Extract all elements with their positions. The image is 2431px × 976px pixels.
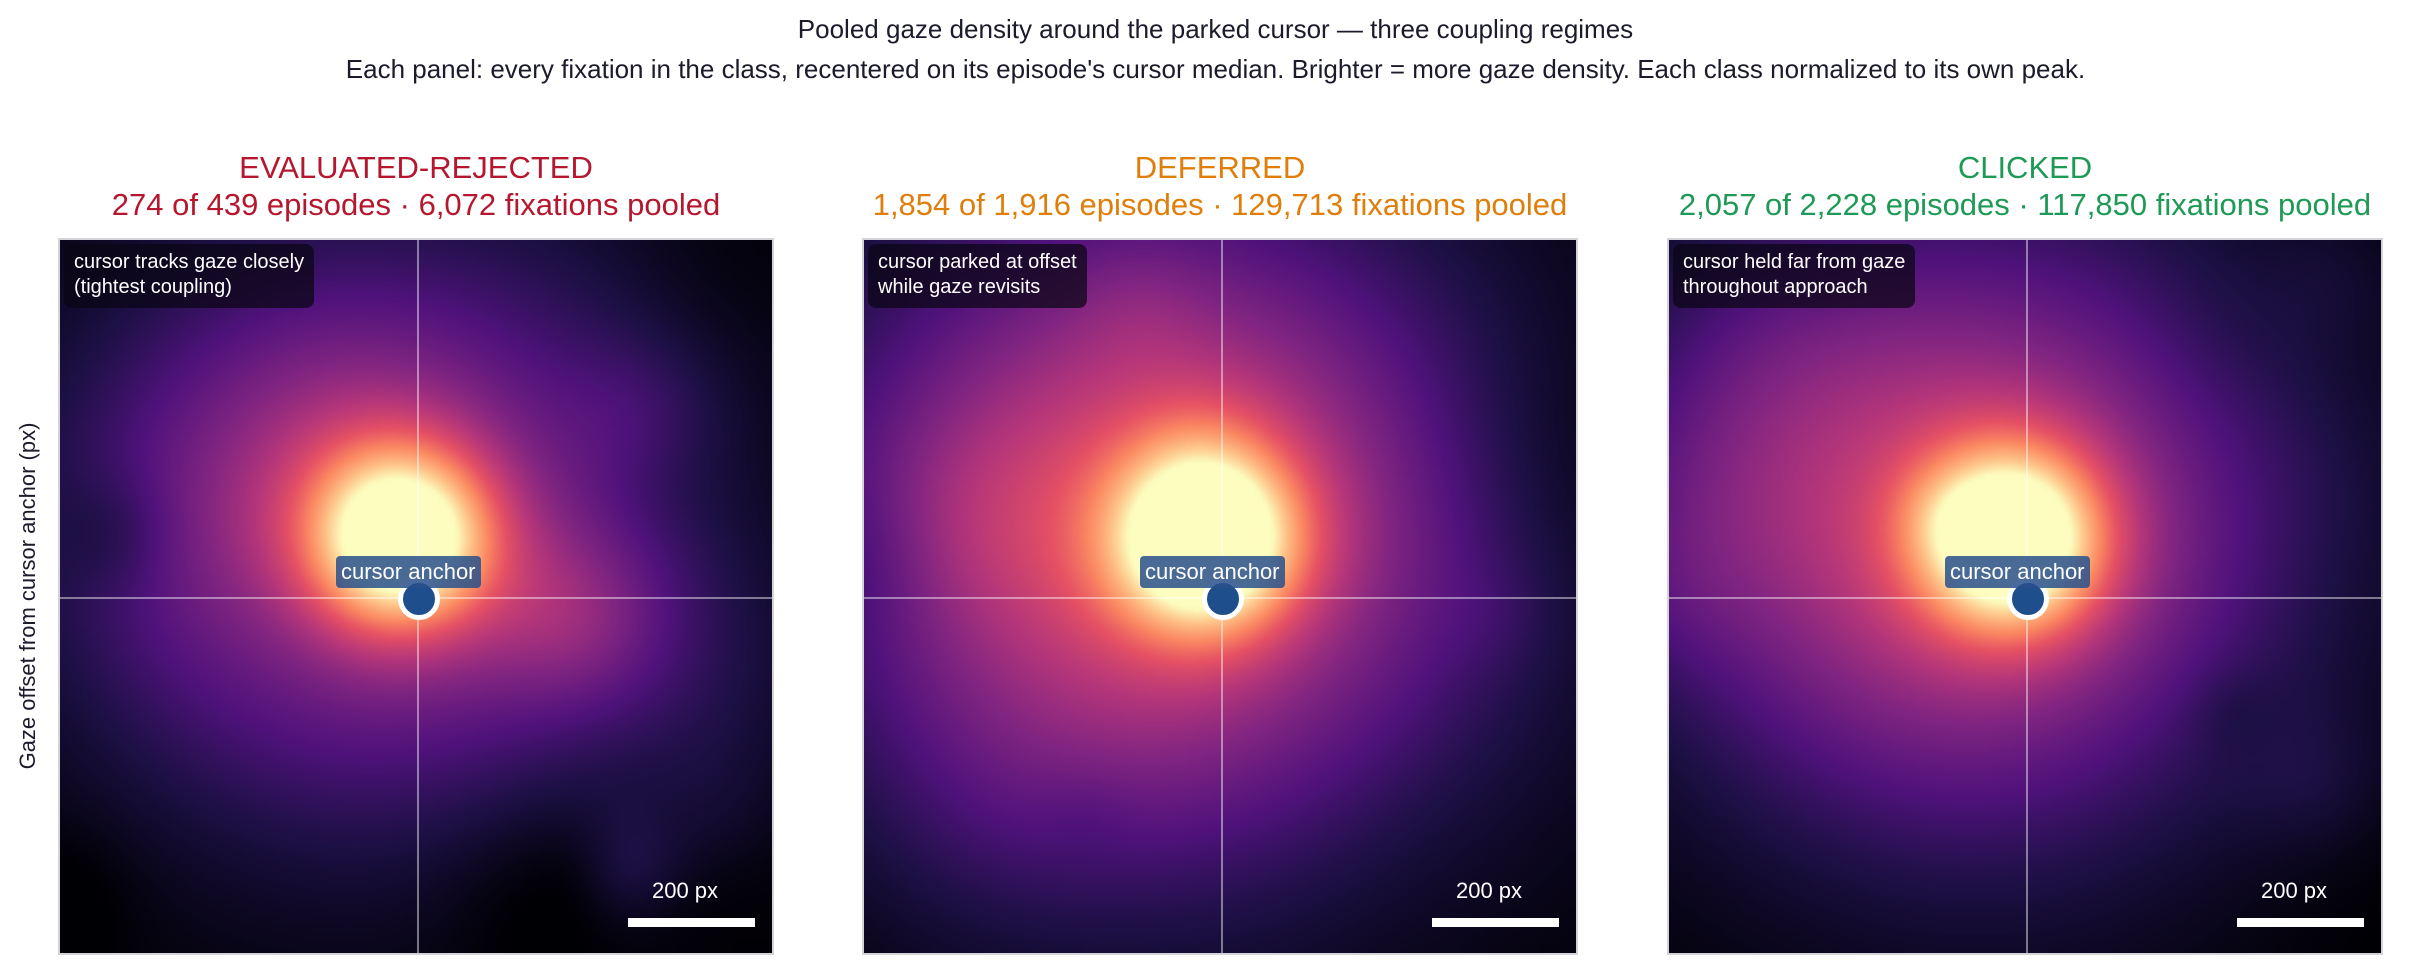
panel-annotation: cursor parked at offset while gaze revis… (868, 244, 1087, 308)
scale-bar (628, 918, 755, 927)
panel-title: EVALUATED-REJECTED (239, 150, 593, 185)
panel-title: CLICKED (1957, 150, 2093, 185)
scale-bar-label: 200 px (651, 878, 719, 903)
scale-bar-label: 200 px (1455, 878, 1523, 903)
scale-bar (1432, 918, 1559, 927)
panel-subtitle: 2,057 of 2,228 episodes · 117,850 fixati… (1678, 187, 2372, 222)
panel-subtitle: 1,854 of 1,916 episodes · 129,713 fixati… (872, 187, 1568, 222)
cursor-anchor-label: cursor anchor (336, 556, 481, 588)
scale-bar-label: 200 px (2260, 878, 2328, 903)
panel-title: DEFERRED (1134, 150, 1306, 185)
panel-subtitle: 274 of 439 episodes · 6,072 fixations po… (111, 187, 721, 222)
scale-bar (2237, 918, 2364, 927)
heatmap-panel: cursor parked at offset while gaze revis… (862, 238, 1578, 955)
cursor-anchor-label: cursor anchor (1945, 556, 2090, 588)
figure-subtitle: Each panel: every fixation in the class,… (345, 54, 2086, 84)
cursor-anchor-label: cursor anchor (1140, 556, 1285, 588)
panel-annotation: cursor held far from gaze throughout app… (1673, 244, 1916, 308)
panel-annotation: cursor tracks gaze closely (tightest cou… (64, 244, 315, 308)
figure-title: Pooled gaze density around the parked cu… (797, 14, 1634, 44)
heatmap-panel: cursor held far from gaze throughout app… (1667, 238, 2383, 955)
y-axis-label: Gaze offset from cursor anchor (px) (15, 422, 40, 770)
heatmap-panel: cursor tracks gaze closely (tightest cou… (58, 238, 774, 955)
